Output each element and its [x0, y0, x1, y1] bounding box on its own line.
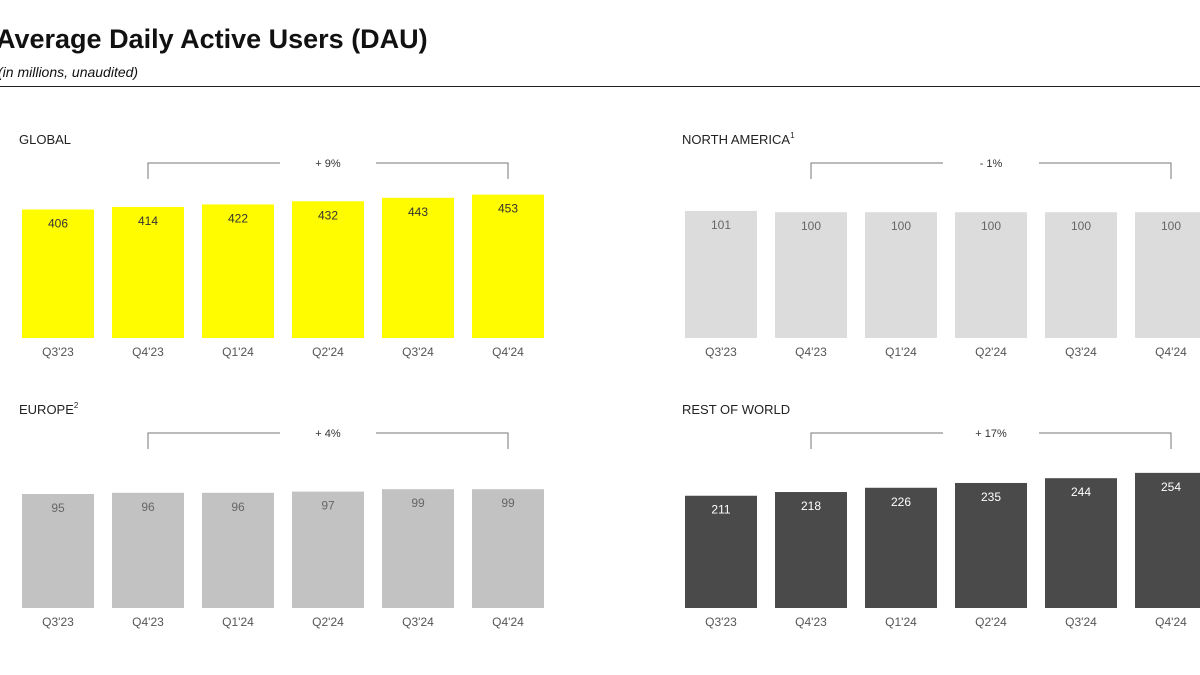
bar — [1135, 472, 1200, 608]
bar — [202, 492, 274, 608]
panel-title: NORTH AMERICA1 — [682, 131, 795, 147]
growth-label: - 1% — [980, 158, 1003, 170]
panel-title-superscript: 1 — [790, 131, 795, 140]
chart-panel: GLOBAL + 9% 406 Q3'23 414 Q4'23 422 Q1'24 432 Q2'… — [19, 132, 544, 359]
bar-value-label: 453 — [498, 202, 518, 216]
bar — [292, 491, 364, 608]
bar — [775, 212, 847, 338]
bar-value-label: 95 — [51, 501, 65, 515]
bar — [865, 487, 937, 608]
category-label: Q4'24 — [1155, 615, 1187, 629]
page-title: Average Daily Active Users (DAU) — [0, 24, 428, 54]
bar-value-label: 99 — [411, 496, 425, 510]
category-label: Q1'24 — [222, 345, 254, 359]
bar-value-label: 101 — [711, 218, 731, 232]
category-label: Q4'24 — [1155, 345, 1187, 359]
category-label: Q2'24 — [975, 345, 1007, 359]
bar — [112, 206, 184, 338]
category-label: Q4'23 — [132, 345, 164, 359]
bar — [22, 494, 94, 608]
title-divider — [0, 86, 1200, 87]
bar-value-label: 235 — [981, 490, 1001, 504]
category-label: Q1'24 — [222, 615, 254, 629]
bar-value-label: 97 — [321, 499, 335, 513]
bar-value-label: 211 — [711, 503, 730, 517]
category-label: Q1'24 — [885, 615, 917, 629]
bar-value-label: 443 — [408, 205, 428, 219]
bar — [775, 492, 847, 608]
chart-panel: NORTH AMERICA1 - 1% 101 Q3'23 100 Q4'23 100 Q1'… — [682, 131, 1200, 359]
category-label: Q2'24 — [312, 615, 344, 629]
category-label: Q4'23 — [132, 615, 164, 629]
bar — [292, 201, 364, 338]
bar-value-label: 422 — [228, 211, 248, 225]
category-label: Q3'23 — [42, 615, 74, 629]
category-label: Q3'24 — [402, 345, 434, 359]
growth-bracket — [810, 432, 1172, 449]
bar-value-label: 100 — [981, 219, 1001, 233]
bar — [22, 209, 94, 338]
bar — [955, 482, 1027, 608]
panel-title: REST OF WORLD — [682, 402, 790, 417]
bar — [472, 489, 544, 608]
bar — [1045, 478, 1117, 608]
bar — [685, 495, 757, 608]
category-label: Q3'24 — [1065, 345, 1097, 359]
bar — [955, 212, 1027, 338]
bar-value-label: 414 — [138, 214, 158, 228]
bar-value-label: 432 — [318, 208, 338, 222]
category-label: Q3'23 — [705, 345, 737, 359]
bar-value-label: 100 — [801, 219, 821, 233]
bar-value-label: 226 — [891, 495, 911, 509]
bar-value-label: 244 — [1071, 485, 1091, 499]
bar — [1045, 212, 1117, 338]
category-label: Q4'23 — [795, 345, 827, 359]
bar-value-label: 406 — [48, 217, 68, 231]
bar — [685, 210, 757, 338]
bar — [1135, 212, 1200, 338]
category-label: Q3'24 — [402, 615, 434, 629]
bar — [202, 204, 274, 338]
category-label: Q3'24 — [1065, 615, 1097, 629]
chart-panel: EUROPE2 + 4% 95 Q3'23 96 Q4'23 96 Q1'24 97 Q2'24 9… — [19, 401, 544, 629]
bar — [865, 212, 937, 338]
growth-bracket — [147, 162, 509, 179]
bar — [472, 194, 544, 338]
category-label: Q4'24 — [492, 615, 524, 629]
bar-value-label: 96 — [141, 500, 155, 514]
bar-value-label: 100 — [1071, 219, 1091, 233]
bar-value-label: 100 — [891, 219, 911, 233]
bar-value-label: 218 — [801, 499, 821, 513]
category-label: Q1'24 — [885, 345, 917, 359]
growth-bracket — [147, 432, 509, 449]
bar — [382, 197, 454, 338]
growth-label: + 9% — [315, 158, 341, 170]
category-label: Q4'23 — [795, 615, 827, 629]
category-label: Q3'23 — [42, 345, 74, 359]
page-subtitle: (in millions, unaudited) — [0, 64, 139, 80]
growth-label: + 4% — [315, 428, 341, 440]
bar-value-label: 254 — [1161, 480, 1181, 494]
category-label: Q3'23 — [705, 615, 737, 629]
bar — [112, 492, 184, 608]
panel-title: GLOBAL — [19, 132, 71, 147]
panel-title: EUROPE2 — [19, 401, 79, 417]
growth-label: + 17% — [975, 428, 1007, 440]
bar-value-label: 99 — [501, 496, 515, 510]
panel-title-superscript: 2 — [74, 401, 79, 410]
category-label: Q4'24 — [492, 345, 524, 359]
growth-bracket — [810, 162, 1172, 179]
bar — [382, 489, 454, 608]
category-label: Q2'24 — [975, 615, 1007, 629]
chart-panel: REST OF WORLD + 17% 211 Q3'23 218 Q4'23 226 Q1'… — [682, 402, 1200, 629]
category-label: Q2'24 — [312, 345, 344, 359]
bar-value-label: 96 — [231, 500, 245, 514]
bar-value-label: 100 — [1161, 219, 1181, 233]
